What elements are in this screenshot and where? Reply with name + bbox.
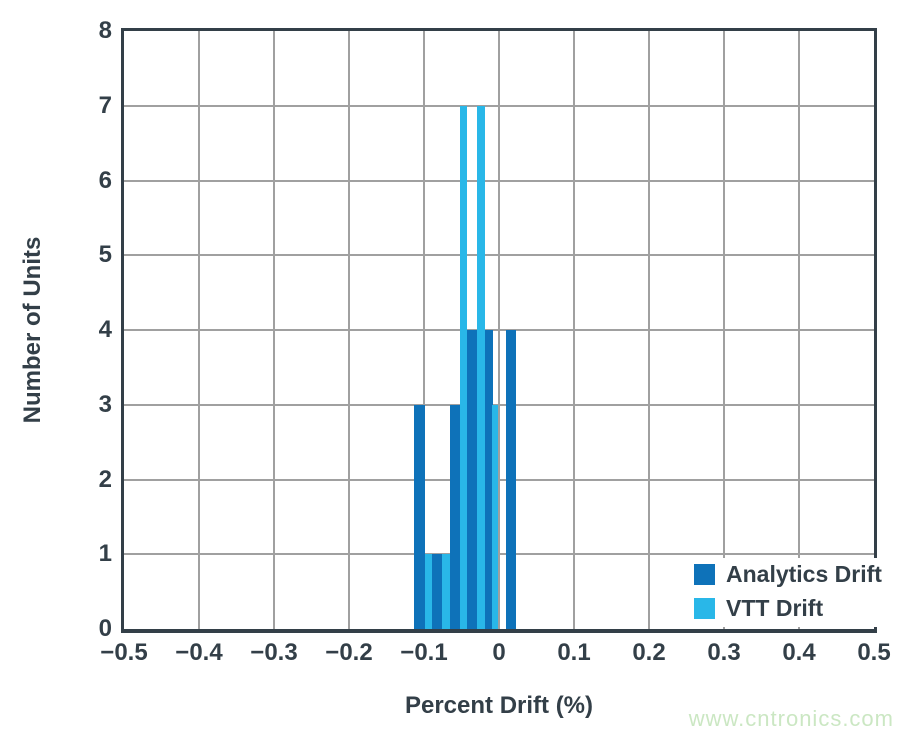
y-tick-label: 3 <box>98 390 112 418</box>
x-tick-label: 0 <box>492 639 506 666</box>
horizontal-gridline <box>124 329 874 331</box>
histogram-bar-analytics-drift <box>432 554 442 629</box>
y-tick-label: 5 <box>98 241 112 269</box>
horizontal-gridline <box>124 553 874 556</box>
legend-label: Analytics Drift <box>726 561 882 587</box>
x-tick-label: 0.3 <box>707 639 741 666</box>
x-tick-label: 0.4 <box>782 639 816 666</box>
horizontal-gridline <box>124 179 874 182</box>
histogram-bar-analytics-drift <box>505 330 516 629</box>
y-tick-label: 6 <box>98 166 112 194</box>
histogram-bar-vtt-drift <box>459 105 468 629</box>
plot-area <box>121 28 877 633</box>
x-tick-label: 0.2 <box>632 639 666 666</box>
watermark: www.cntronics.com <box>688 706 894 731</box>
legend-item-vtt-drift: VTT Drift <box>694 595 882 622</box>
histogram-bar-vtt-drift <box>477 105 485 629</box>
histogram-bar-vtt-drift <box>492 404 499 629</box>
x-axis-title: Percent Drift (%) <box>404 692 594 719</box>
histogram-bar-analytics-drift <box>414 404 425 629</box>
horizontal-gridline <box>124 104 874 107</box>
histogram-bar-vtt-drift <box>442 554 450 629</box>
x-tick-label: −0.3 <box>250 639 298 666</box>
histogram-bar-analytics-drift <box>484 330 493 629</box>
x-tick-label: −0.1 <box>400 639 448 666</box>
y-tick-label: 7 <box>98 91 112 119</box>
y-tick-label: 8 <box>98 17 112 44</box>
y-tick-label: 4 <box>98 316 112 343</box>
horizontal-gridline <box>124 478 874 481</box>
legend-label: VTT Drift <box>726 595 824 621</box>
histogram-bar-analytics-drift <box>467 330 478 629</box>
y-tick-label: 0 <box>98 615 112 642</box>
histogram-bar-analytics-drift <box>449 404 460 629</box>
horizontal-gridline <box>124 254 874 257</box>
legend-swatch-icon <box>694 598 715 619</box>
legend: Analytics Drift VTT Drift <box>688 558 888 627</box>
horizontal-gridline <box>124 403 874 406</box>
legend-item-analytics-drift: Analytics Drift <box>694 561 882 588</box>
x-tick-label: 0.5 <box>857 639 891 666</box>
legend-swatch-icon <box>694 564 715 585</box>
x-tick-label: 0.1 <box>557 639 591 666</box>
histogram-bar-vtt-drift <box>424 554 433 629</box>
y-axis-title: Number of Units <box>19 236 46 424</box>
x-tick-label: −0.4 <box>175 639 223 666</box>
x-tick-label: −0.2 <box>325 639 373 666</box>
y-tick-label: 2 <box>98 465 112 493</box>
x-tick-label: −0.5 <box>100 639 148 666</box>
y-tick-label: 1 <box>98 540 112 568</box>
